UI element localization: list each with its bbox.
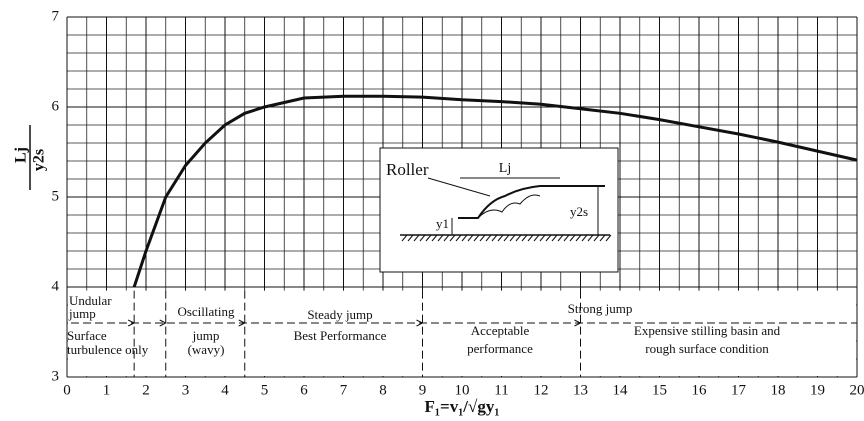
inset-hatch	[581, 234, 588, 242]
y-tick-label: 3	[52, 368, 60, 384]
inset-hatch	[515, 234, 522, 242]
x-tick-label: 6	[300, 382, 308, 398]
inset-hatch	[449, 234, 456, 242]
inset-hatch	[551, 234, 558, 242]
x-tick-label: 11	[494, 382, 508, 398]
inset-hatch	[431, 234, 438, 242]
x-tick-label: 13	[573, 382, 588, 398]
region-label: Steady jump	[307, 307, 372, 322]
inset-depth2-label: y2s	[570, 204, 588, 219]
region-arrow	[238, 319, 246, 327]
inset-hatch	[575, 234, 582, 242]
region-label: Surface	[67, 328, 107, 343]
y-label-denominator: y2s	[31, 149, 48, 171]
x-tick-label: 14	[613, 382, 629, 398]
x-tick-label: 20	[850, 382, 864, 398]
inset-hatch	[491, 234, 498, 242]
x-tick-label: 4	[221, 382, 229, 398]
inset-hatch	[509, 234, 516, 242]
region-label: Oscillating	[177, 304, 235, 319]
inset-hatch	[545, 234, 552, 242]
inset-hatch	[437, 234, 444, 242]
y-label-numerator: Lj	[13, 147, 30, 163]
region-label: performance	[467, 341, 533, 356]
inset-hatch	[419, 234, 426, 242]
y-tick-label: 4	[52, 278, 60, 294]
x-tick-label: 15	[652, 382, 667, 398]
inset-hatch	[461, 234, 468, 242]
y-tick-label: 6	[52, 98, 60, 114]
inset-hatch	[503, 234, 510, 242]
x-tick-label: 3	[182, 382, 190, 398]
inset-hatch	[533, 234, 540, 242]
region-arrow	[127, 319, 136, 327]
inset-hatch	[557, 234, 564, 242]
inset-hatch	[455, 234, 462, 242]
x-tick-label: 7	[340, 382, 348, 398]
y-tick-label: 7	[52, 8, 60, 24]
inset-hatch	[485, 234, 492, 242]
inset-roller	[477, 194, 541, 219]
inset-hatch	[473, 234, 480, 242]
inset-depth1-label: y1	[436, 216, 449, 231]
x-tick-label: 19	[810, 382, 825, 398]
inset-pointer	[427, 177, 491, 197]
x-tick-label: 17	[731, 382, 747, 398]
inset-hatch	[497, 234, 504, 242]
inset-hatch	[467, 234, 474, 242]
inset-hatch	[539, 234, 546, 242]
x-axis-label: F₁=v₁/√gy₁	[425, 397, 500, 416]
inset-hatch	[599, 234, 606, 242]
inset-box	[379, 147, 619, 273]
inset-roller-label: Roller	[386, 160, 429, 179]
inset-hatch	[587, 234, 594, 242]
inset-hatch	[569, 234, 576, 242]
x-tick-label: 1	[103, 382, 111, 398]
region-label: Expensive stilling basin and	[634, 323, 781, 338]
inset-hatch	[443, 234, 450, 242]
inset-hatch	[605, 234, 612, 242]
inset-length-label: Lj	[499, 161, 511, 176]
inset: Roller Lj y1 y2s	[379, 147, 619, 273]
x-tick-label: 5	[261, 382, 269, 398]
region-band	[68, 290, 856, 376]
x-tick-label: 2	[142, 382, 150, 398]
inset-surface	[458, 185, 605, 219]
x-tick-label: 10	[455, 382, 470, 398]
data-line	[132, 94, 858, 288]
y-tick-label: 5	[52, 188, 60, 204]
region-label: rough surface condition	[645, 341, 769, 356]
inset-hatch	[527, 234, 534, 242]
inset-hatch	[593, 234, 600, 242]
inset-hatch	[407, 234, 414, 242]
x-tick-label: 16	[692, 382, 708, 398]
region-label: Acceptable	[471, 323, 530, 338]
region-label: jump	[68, 306, 96, 321]
x-tick-label: 12	[534, 382, 549, 398]
x-tick-label: 9	[419, 382, 427, 398]
x-tick-label: 8	[379, 382, 387, 398]
region-label: Undular	[69, 293, 112, 308]
inset-hatch	[479, 234, 486, 242]
region-label: Best Performance	[294, 328, 387, 343]
region-label: (wavy)	[188, 342, 225, 357]
inset-hatch	[401, 234, 408, 242]
region-arrow	[416, 319, 424, 327]
x-tick-label: 18	[771, 382, 786, 398]
region-label: jump	[192, 328, 220, 343]
inset-hatch	[521, 234, 528, 242]
region-label: Strong jump	[568, 301, 633, 316]
region-label: turbulence only	[67, 342, 149, 357]
inset-hatch	[413, 234, 420, 242]
inset-hatch	[425, 234, 432, 242]
inset-hatch	[563, 234, 570, 242]
x-tick-label: 0	[63, 382, 71, 398]
region-arrow	[574, 319, 582, 327]
region-arrow	[159, 319, 167, 327]
